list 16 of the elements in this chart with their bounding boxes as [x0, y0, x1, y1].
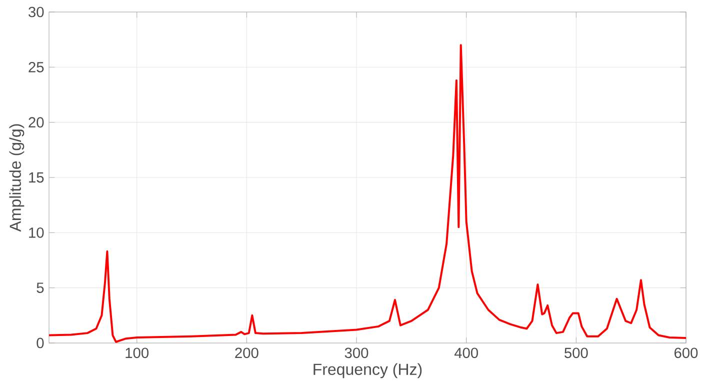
y-tick-label: 10 — [29, 227, 44, 238]
y-tick-label: 20 — [28, 117, 44, 128]
y-tick-label: 30 — [28, 6, 44, 18]
x-tick-label: 200 — [235, 348, 258, 358]
y-tick-label: 0 — [36, 338, 44, 348]
y-tick-label: 25 — [28, 62, 44, 72]
x-tick-label: 300 — [344, 348, 368, 358]
x-tick-label: 100 — [126, 348, 149, 358]
x-tick-label: 500 — [564, 348, 588, 358]
y-tick-label: 15 — [29, 172, 44, 183]
x-tick-label: 600 — [674, 348, 698, 358]
y-axis-title: Amplitude (g/g) — [9, 124, 24, 232]
y-tick-label: 5 — [36, 282, 44, 293]
x-tick-label: 400 — [454, 348, 478, 358]
x-axis-title: Frequency (Hz) — [314, 363, 422, 378]
line-series — [49, 44, 686, 343]
